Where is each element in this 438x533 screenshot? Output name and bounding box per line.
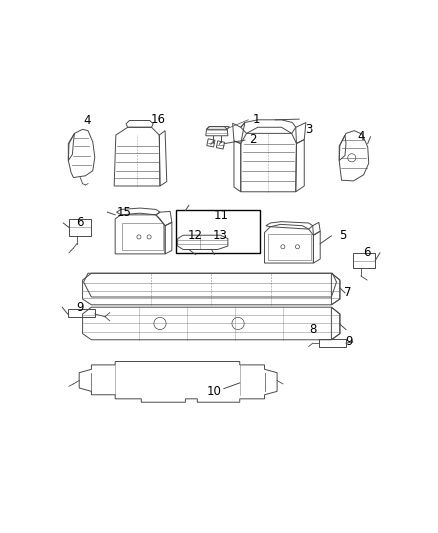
- Text: 1: 1: [253, 112, 261, 126]
- Text: 7: 7: [343, 286, 351, 300]
- Text: 9: 9: [346, 335, 353, 348]
- Text: 16: 16: [151, 112, 166, 126]
- Bar: [176, 211, 261, 253]
- Text: 9: 9: [76, 301, 83, 314]
- Text: 10: 10: [206, 385, 221, 398]
- Text: 6: 6: [76, 216, 83, 230]
- Text: 3: 3: [305, 124, 312, 136]
- Text: 11: 11: [214, 209, 229, 222]
- Text: 13: 13: [213, 229, 228, 242]
- Text: 12: 12: [188, 229, 203, 242]
- Text: 2: 2: [249, 133, 256, 146]
- Text: 4: 4: [357, 130, 365, 143]
- Text: 15: 15: [117, 206, 132, 219]
- Text: 6: 6: [363, 246, 371, 260]
- Text: 8: 8: [309, 323, 316, 336]
- Text: 4: 4: [83, 114, 91, 127]
- Text: 5: 5: [339, 229, 346, 243]
